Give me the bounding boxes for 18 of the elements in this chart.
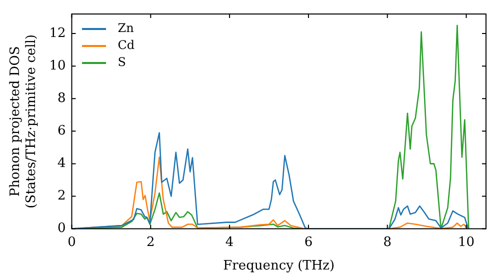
x-axis-title: Frequency (THz) bbox=[223, 258, 335, 274]
y-tick-label: 2 bbox=[57, 188, 66, 204]
legend-label: Zn bbox=[118, 20, 134, 37]
x-tick-label: 10 bbox=[458, 234, 475, 250]
legend-label: Cd bbox=[118, 37, 135, 54]
y-tick-label: 12 bbox=[49, 26, 66, 41]
y-tick-label: 6 bbox=[57, 124, 66, 139]
y-axis-title: Phonon projected DOS (States/THz·primitive cell) bbox=[8, 34, 39, 208]
y-tick-label: 8 bbox=[57, 90, 66, 106]
x-tick-label: 6 bbox=[304, 234, 313, 250]
x-tick-label: 4 bbox=[225, 234, 234, 250]
y-tick-label: 4 bbox=[57, 156, 66, 172]
x-tick-label: 0 bbox=[68, 234, 76, 250]
legend-label: S bbox=[118, 54, 126, 71]
y-tick-label: 0 bbox=[57, 221, 66, 236]
x-tick-label: 2 bbox=[146, 234, 155, 250]
y-tick-label: 10 bbox=[49, 58, 66, 74]
x-tick-label: 8 bbox=[383, 234, 392, 250]
